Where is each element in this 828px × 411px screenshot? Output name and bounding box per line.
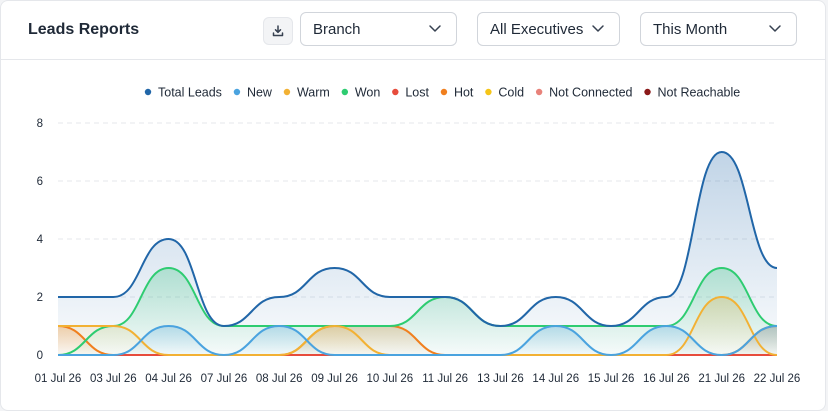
legend-marker <box>233 88 241 96</box>
legend-item-won[interactable]: Won <box>355 86 381 100</box>
legend-item-total-leads[interactable]: Total Leads <box>158 86 222 100</box>
x-tick-label: 09 Jul 26 <box>311 373 358 385</box>
legend-marker <box>283 88 291 96</box>
legend-marker <box>392 88 399 96</box>
y-tick-label: 8 <box>37 118 43 130</box>
legend-item-lost[interactable]: Lost <box>405 86 429 100</box>
x-tick-label: 22 Jul 26 <box>754 373 801 385</box>
chart-areas <box>58 152 777 355</box>
series-line-new <box>58 325 778 356</box>
legend-item-not-reachable[interactable]: Not Reachable <box>658 86 741 100</box>
download-icon <box>272 25 284 37</box>
y-tick-label: 4 <box>37 234 44 246</box>
branch-select[interactable]: Branch <box>300 12 457 46</box>
executives-select-value: All Executives <box>490 21 584 38</box>
legend-marker <box>535 88 543 96</box>
download-button[interactable] <box>263 17 293 45</box>
x-tick-label: 10 Jul 26 <box>367 373 414 385</box>
x-tick-label: 04 Jul 26 <box>145 373 192 385</box>
x-tick-label: 07 Jul 26 <box>201 373 248 385</box>
legend-marker <box>644 88 651 96</box>
chart-axes: 0 2 4 6 8 01 Jul 26 03 Jul 26 04 Jul 26 07 Jul 2… <box>35 118 801 385</box>
area-total-leads <box>58 152 777 355</box>
legend-item-hot[interactable]: Hot <box>454 86 474 100</box>
series-line-total-leads <box>58 151 778 327</box>
x-tick-label: 08 Jul 26 <box>256 373 303 385</box>
chart-legend: Total Leads New Warm Won Lost Hot Cold Not Conn… <box>144 86 741 100</box>
period-select[interactable]: This Month <box>640 12 797 46</box>
y-tick-label: 0 <box>37 350 43 362</box>
x-tick-label: 21 Jul 26 <box>698 373 745 385</box>
x-tick-label: 11 Jul 26 <box>422 373 468 385</box>
leads-chart: Total Leads New Warm Won Lost Hot Cold Not Conn… <box>35 86 801 386</box>
legend-marker <box>341 88 349 96</box>
chevron-down-icon <box>429 25 441 32</box>
x-tick-label: 15 Jul 26 <box>588 373 635 385</box>
x-tick-label: 03 Jul 26 <box>90 373 137 385</box>
executives-select[interactable]: All Executives <box>477 12 620 46</box>
x-tick-label: 13 Jul 26 <box>477 373 524 385</box>
legend-marker <box>485 88 492 96</box>
chevron-down-icon <box>769 25 781 32</box>
legend-item-not-connected[interactable]: Not Connected <box>549 86 632 100</box>
legend-item-warm[interactable]: Warm <box>297 86 330 100</box>
card-header: Leads Reports Branch All Executives This… <box>1 1 825 60</box>
legend-marker <box>440 88 448 96</box>
period-select-value: This Month <box>653 21 728 38</box>
legend-item-cold[interactable]: Cold <box>498 86 524 100</box>
x-tick-label: 01 Jul 26 <box>35 373 82 385</box>
branch-select-value: Branch <box>313 21 361 38</box>
x-tick-label: 16 Jul 26 <box>643 373 690 385</box>
legend-marker <box>144 88 152 96</box>
y-tick-label: 6 <box>37 176 43 188</box>
chevron-down-icon <box>592 25 604 32</box>
y-tick-label: 2 <box>37 292 43 304</box>
page-title: Leads Reports <box>28 21 140 38</box>
legend-item-new[interactable]: New <box>247 86 273 100</box>
chart-lines <box>57 151 778 356</box>
x-tick-label: 14 Jul 26 <box>532 373 579 385</box>
